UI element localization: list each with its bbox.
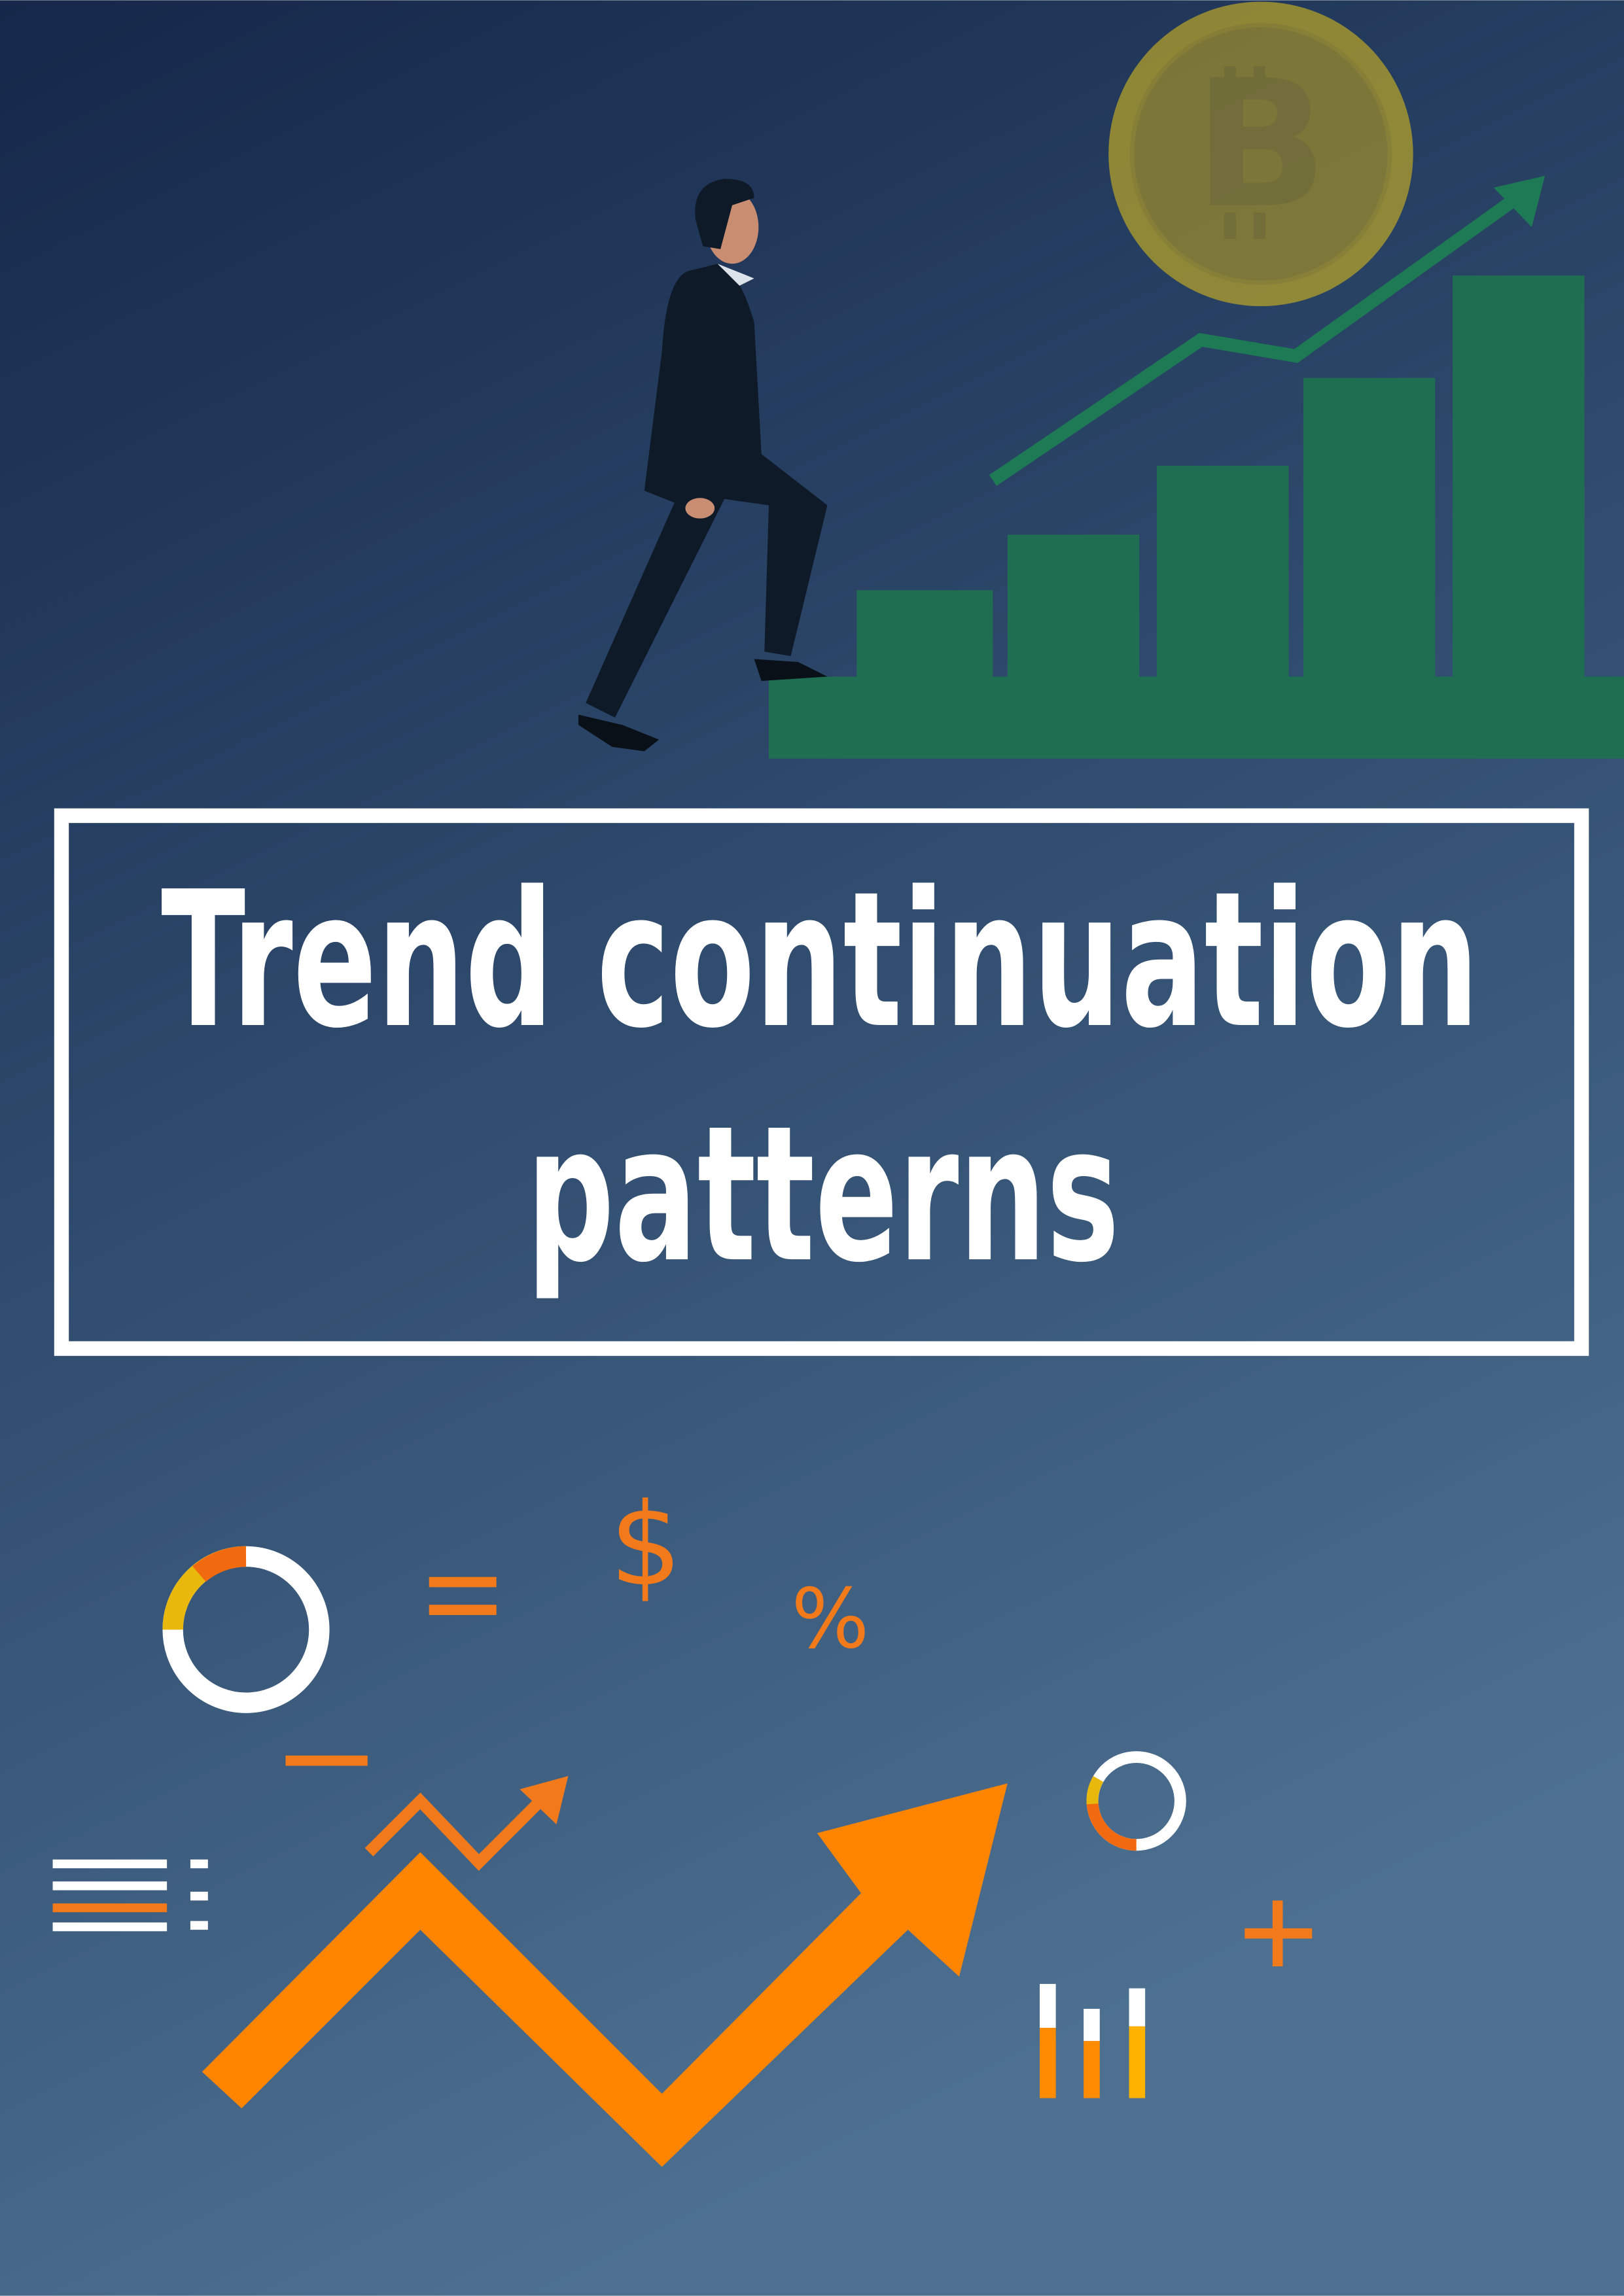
stair-chart xyxy=(768,175,1624,759)
title-line: patterns xyxy=(527,1085,1120,1304)
bitcoin-coin: B xyxy=(1108,1,1413,307)
title-line: Trend continuation xyxy=(161,851,1479,1070)
businessman xyxy=(578,179,828,752)
decor-icons xyxy=(52,1546,1313,2167)
percent-symbol: % xyxy=(791,1571,869,1667)
dollar-symbol: $ xyxy=(609,1479,682,1612)
title-frame xyxy=(54,808,1589,1356)
